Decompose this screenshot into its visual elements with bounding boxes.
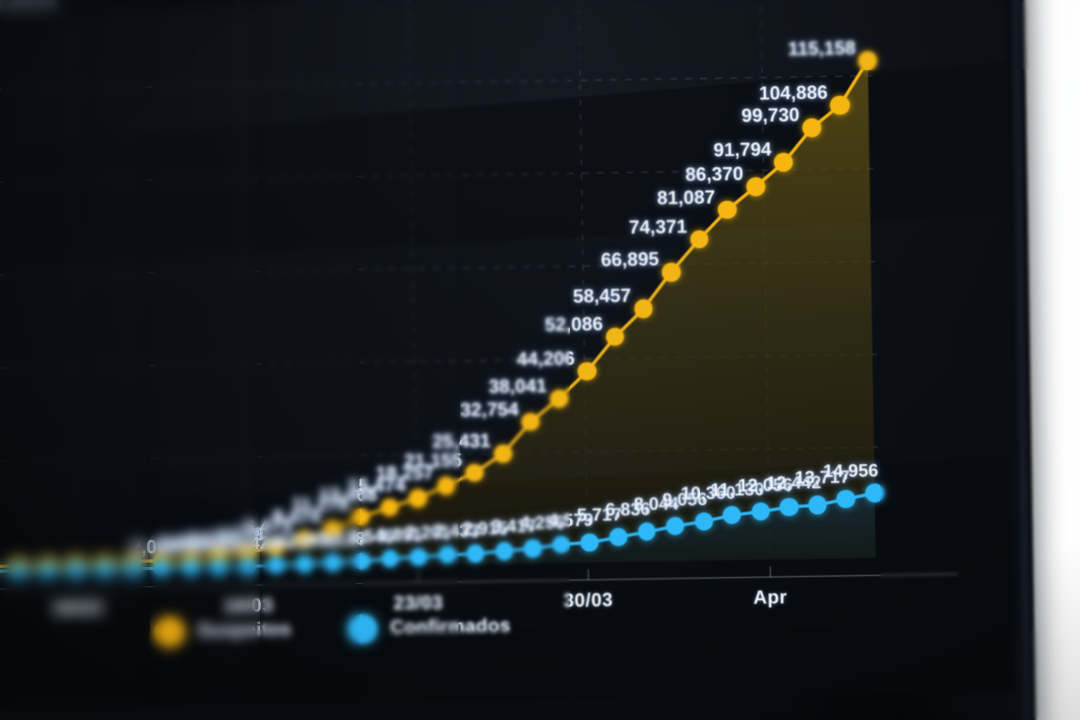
data-point-label: 104,886 bbox=[758, 82, 828, 105]
data-point-label: 621 bbox=[277, 531, 309, 553]
data-point[interactable] bbox=[666, 517, 685, 536]
data-point[interactable] bbox=[689, 229, 709, 249]
chart-legend: Suspeitos Confirmados bbox=[154, 612, 511, 648]
data-point[interactable] bbox=[125, 560, 142, 577]
data-point-label: 86,370 bbox=[685, 163, 744, 186]
x-axis-tick bbox=[587, 569, 589, 581]
gridline-h-0 bbox=[0, 75, 873, 91]
data-point[interactable] bbox=[745, 176, 766, 197]
data-point[interactable] bbox=[381, 550, 399, 568]
data-point[interactable] bbox=[808, 495, 828, 515]
legend-item-suspeitos[interactable]: Suspeitos bbox=[154, 615, 292, 648]
data-point[interactable] bbox=[717, 200, 737, 220]
data-point-label: 25,431 bbox=[432, 431, 491, 453]
legend-marker-confirmados bbox=[346, 613, 378, 645]
data-point-label: 74,371 bbox=[628, 216, 688, 239]
data-point[interactable] bbox=[836, 489, 856, 509]
data-point[interactable] bbox=[153, 560, 170, 577]
legend-label-confirmados: Confirmados bbox=[390, 615, 511, 639]
x-axis-tick bbox=[77, 577, 80, 589]
data-point-label: 58,457 bbox=[572, 286, 632, 309]
data-point[interactable] bbox=[865, 483, 885, 503]
x-axis-tick-label: 30/03 bbox=[563, 589, 614, 612]
data-point[interactable] bbox=[410, 548, 428, 566]
legend-label-suspeitos: Suspeitos bbox=[197, 619, 292, 642]
data-point[interactable] bbox=[521, 412, 540, 431]
data-point-label: 52,086 bbox=[544, 314, 604, 336]
legend-item-confirmados[interactable]: Confirmados bbox=[346, 612, 511, 645]
data-point-label: 81,087 bbox=[656, 187, 716, 209]
x-axis-tick bbox=[769, 566, 771, 578]
data-point[interactable] bbox=[661, 262, 681, 282]
chart-plot-area: 2,064 2,983 3,620 4,579 6,473 8,474 11,278 13,4… bbox=[0, 0, 958, 620]
data-point[interactable] bbox=[353, 552, 371, 570]
gridline-v-0 bbox=[68, 2, 79, 569]
data-point-label: 66,895 bbox=[600, 249, 660, 272]
data-point[interactable] bbox=[580, 533, 599, 552]
gridline-v-1 bbox=[238, 0, 249, 566]
data-point[interactable] bbox=[438, 546, 456, 564]
data-point[interactable] bbox=[182, 559, 199, 576]
data-point-label: 234 bbox=[192, 534, 223, 556]
data-point[interactable] bbox=[96, 561, 113, 578]
data-point[interactable] bbox=[437, 476, 456, 495]
data-point[interactable] bbox=[637, 522, 656, 541]
data-point-label: 14,956 bbox=[823, 460, 879, 482]
data-point[interactable] bbox=[493, 444, 512, 463]
x-axis-tick-label: 09/03 bbox=[53, 597, 104, 620]
monitor-screen: Casos bbox=[0, 0, 1016, 709]
data-point-label: 200 bbox=[163, 535, 195, 556]
data-point-label: 38,041 bbox=[488, 375, 547, 398]
data-point[interactable] bbox=[609, 528, 628, 547]
data-point[interactable] bbox=[210, 559, 228, 576]
x-axis-tick-label: Apr bbox=[753, 587, 788, 609]
data-point-label: 99,730 bbox=[741, 105, 800, 128]
data-point-label: 32,754 bbox=[460, 398, 519, 421]
x-axis-tick bbox=[247, 574, 249, 586]
data-point-label: 291 bbox=[220, 533, 252, 555]
data-point-label: 115,158 bbox=[787, 37, 856, 60]
data-point-label: 44,206 bbox=[516, 348, 576, 371]
legend-marker-suspeitos bbox=[154, 616, 185, 648]
x-axis-tick bbox=[417, 572, 419, 584]
data-point-label: 91,794 bbox=[713, 139, 772, 162]
data-point[interactable] bbox=[465, 463, 484, 482]
data-point-label: 428 bbox=[249, 532, 280, 554]
